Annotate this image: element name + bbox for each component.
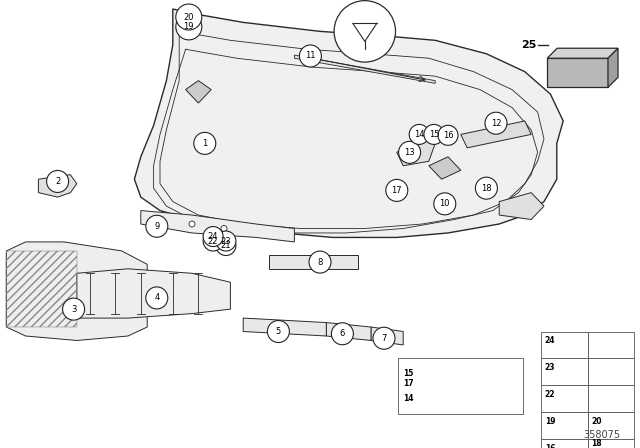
Polygon shape bbox=[243, 318, 326, 336]
Text: 15: 15 bbox=[403, 369, 413, 378]
FancyBboxPatch shape bbox=[588, 439, 634, 448]
Circle shape bbox=[146, 287, 168, 309]
Circle shape bbox=[476, 177, 497, 199]
Circle shape bbox=[409, 125, 429, 144]
Circle shape bbox=[176, 4, 202, 30]
Circle shape bbox=[157, 216, 163, 223]
FancyBboxPatch shape bbox=[541, 385, 588, 412]
Polygon shape bbox=[608, 48, 618, 87]
Text: 8: 8 bbox=[317, 258, 323, 267]
Text: 19: 19 bbox=[184, 22, 194, 31]
Text: 18
21: 18 21 bbox=[591, 439, 602, 448]
Text: 23: 23 bbox=[545, 363, 556, 372]
FancyBboxPatch shape bbox=[541, 332, 588, 358]
FancyBboxPatch shape bbox=[547, 58, 608, 87]
FancyBboxPatch shape bbox=[588, 358, 634, 385]
Text: 22: 22 bbox=[545, 390, 556, 399]
Text: 15: 15 bbox=[429, 130, 439, 139]
FancyBboxPatch shape bbox=[588, 412, 634, 439]
Text: 20: 20 bbox=[184, 13, 194, 22]
Text: 25: 25 bbox=[521, 40, 536, 50]
Polygon shape bbox=[499, 193, 544, 220]
Text: 16: 16 bbox=[545, 444, 556, 448]
Polygon shape bbox=[38, 175, 77, 197]
FancyBboxPatch shape bbox=[541, 358, 588, 385]
FancyBboxPatch shape bbox=[588, 385, 634, 412]
Text: 21: 21 bbox=[221, 241, 231, 250]
Circle shape bbox=[63, 298, 84, 320]
Circle shape bbox=[373, 327, 395, 349]
Circle shape bbox=[438, 125, 458, 145]
Text: 4: 4 bbox=[154, 293, 159, 302]
Text: 23: 23 bbox=[221, 237, 231, 246]
Circle shape bbox=[424, 125, 444, 144]
Circle shape bbox=[203, 231, 223, 251]
Polygon shape bbox=[397, 134, 435, 166]
Circle shape bbox=[47, 170, 68, 193]
Circle shape bbox=[221, 225, 227, 232]
Polygon shape bbox=[547, 48, 618, 58]
Text: 17: 17 bbox=[392, 186, 402, 195]
Text: 16: 16 bbox=[443, 131, 453, 140]
FancyBboxPatch shape bbox=[398, 358, 523, 414]
Circle shape bbox=[485, 112, 507, 134]
Text: 6: 6 bbox=[340, 329, 345, 338]
Polygon shape bbox=[294, 55, 435, 83]
FancyBboxPatch shape bbox=[541, 439, 588, 448]
Text: 10: 10 bbox=[440, 199, 450, 208]
Polygon shape bbox=[371, 327, 403, 345]
Circle shape bbox=[216, 236, 236, 255]
Circle shape bbox=[434, 193, 456, 215]
Polygon shape bbox=[134, 9, 563, 237]
Text: 2: 2 bbox=[55, 177, 60, 186]
Text: 3: 3 bbox=[71, 305, 76, 314]
Circle shape bbox=[334, 0, 396, 62]
Text: 11: 11 bbox=[305, 52, 316, 60]
Circle shape bbox=[216, 231, 236, 251]
Polygon shape bbox=[186, 81, 211, 103]
Polygon shape bbox=[77, 269, 230, 318]
Polygon shape bbox=[269, 255, 358, 269]
Polygon shape bbox=[326, 323, 371, 340]
Text: 19: 19 bbox=[545, 417, 556, 426]
Circle shape bbox=[386, 179, 408, 202]
FancyBboxPatch shape bbox=[588, 332, 634, 358]
Text: 24: 24 bbox=[208, 232, 218, 241]
Text: 22: 22 bbox=[208, 237, 218, 246]
Circle shape bbox=[399, 141, 420, 164]
Circle shape bbox=[203, 227, 223, 246]
Polygon shape bbox=[6, 242, 147, 340]
Circle shape bbox=[194, 132, 216, 155]
Circle shape bbox=[189, 221, 195, 227]
Circle shape bbox=[332, 323, 353, 345]
Text: 14: 14 bbox=[414, 130, 424, 139]
Text: 5: 5 bbox=[276, 327, 281, 336]
Circle shape bbox=[309, 251, 331, 273]
Text: 24: 24 bbox=[545, 336, 556, 345]
Text: 12: 12 bbox=[491, 119, 501, 128]
FancyBboxPatch shape bbox=[541, 412, 588, 439]
Polygon shape bbox=[461, 121, 531, 148]
Circle shape bbox=[268, 320, 289, 343]
Text: 13: 13 bbox=[404, 148, 415, 157]
Text: 1: 1 bbox=[202, 139, 207, 148]
Polygon shape bbox=[429, 157, 461, 179]
Circle shape bbox=[146, 215, 168, 237]
Circle shape bbox=[300, 45, 321, 67]
Text: 14: 14 bbox=[403, 394, 413, 403]
Text: 358075: 358075 bbox=[583, 430, 620, 440]
Text: 7: 7 bbox=[381, 334, 387, 343]
Text: 20: 20 bbox=[591, 417, 602, 426]
Text: 17: 17 bbox=[403, 379, 414, 388]
Text: 9: 9 bbox=[154, 222, 159, 231]
Text: 18: 18 bbox=[481, 184, 492, 193]
Circle shape bbox=[176, 14, 202, 40]
Polygon shape bbox=[141, 211, 294, 242]
